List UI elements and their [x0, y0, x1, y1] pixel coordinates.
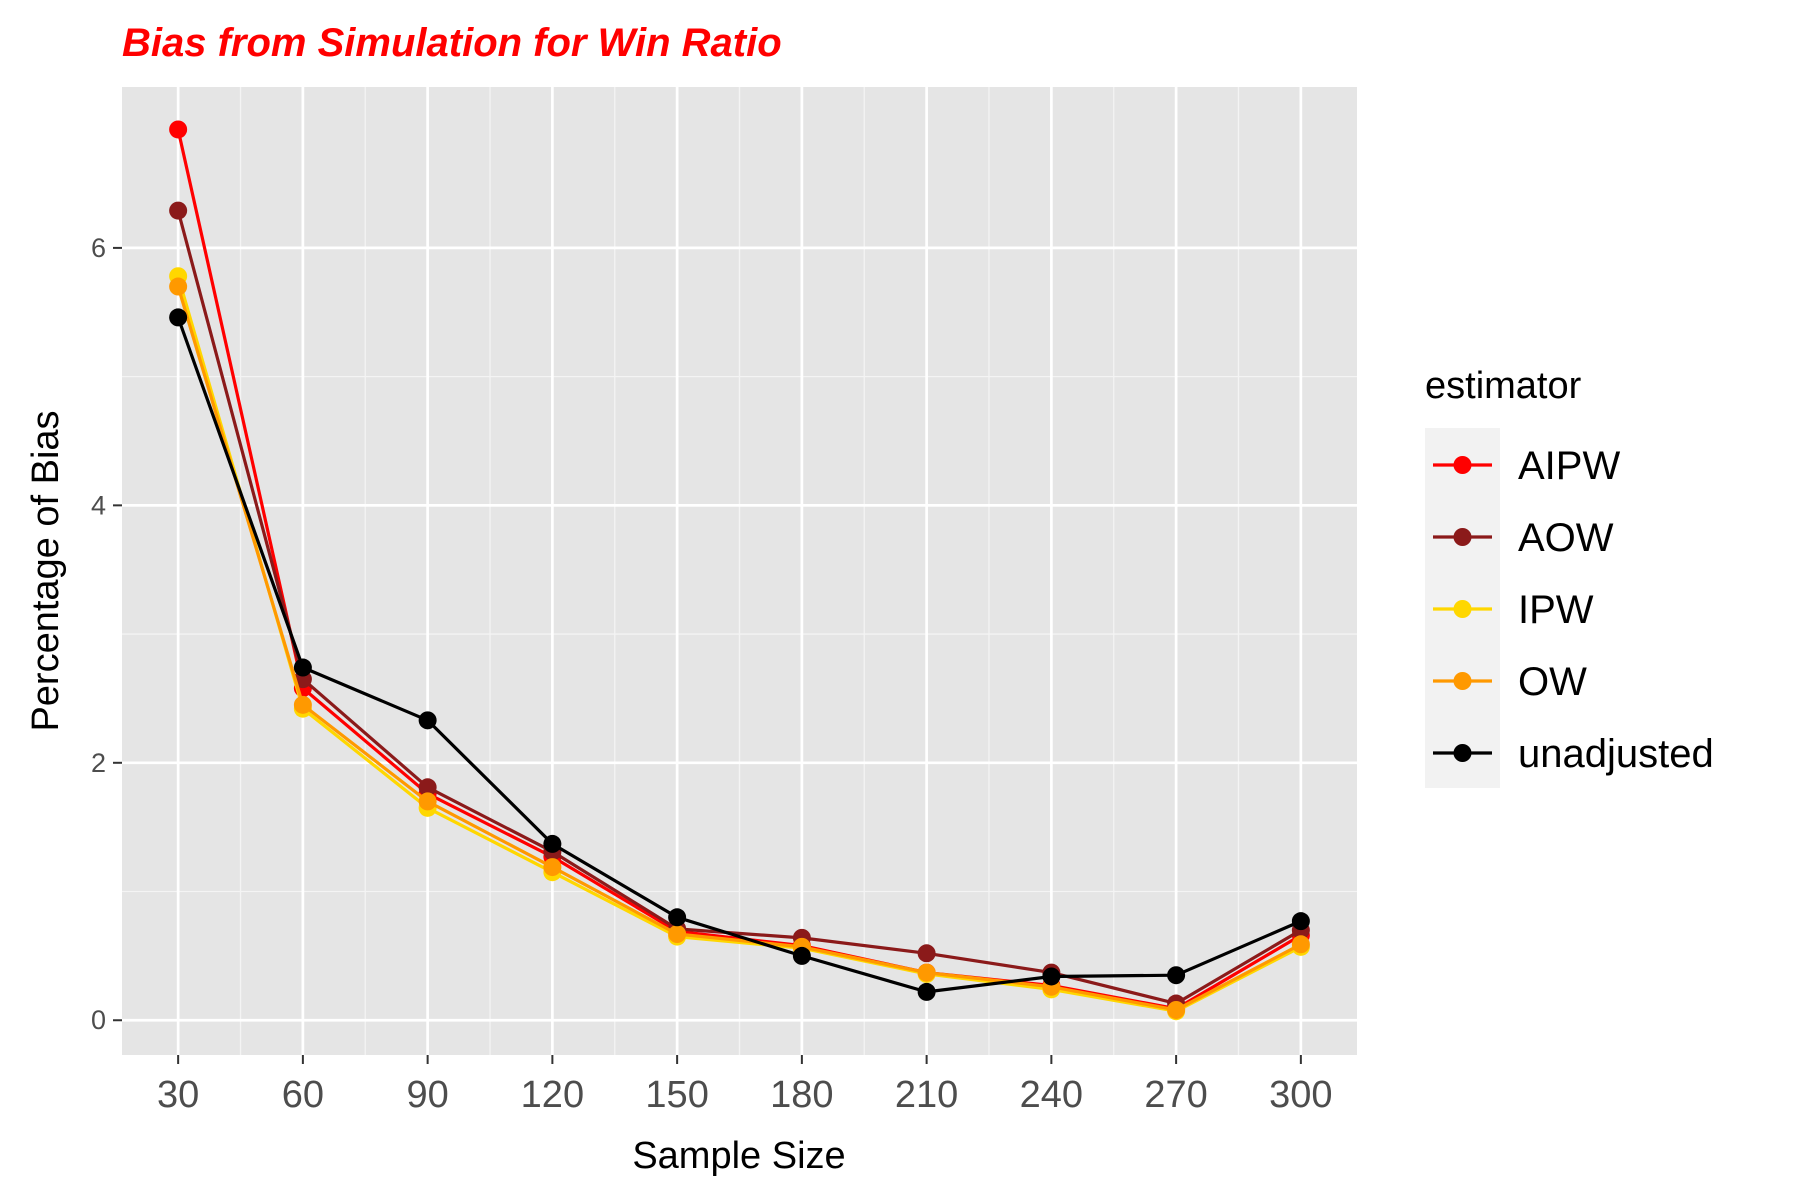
- legend-title: estimator: [1425, 365, 1582, 407]
- x-tick-label: 30: [157, 1074, 199, 1116]
- data-point-aow: [917, 944, 936, 963]
- x-tick-label: 120: [521, 1074, 584, 1116]
- x-tick-label: 90: [406, 1074, 448, 1116]
- x-tick-label: 240: [1020, 1074, 1083, 1116]
- chart-title: Bias from Simulation for Win Ratio: [122, 21, 782, 65]
- legend-label: AOW: [1518, 516, 1614, 560]
- data-point-unadjusted: [668, 908, 687, 927]
- y-axis-title: Percentage of Bias: [25, 410, 67, 731]
- data-point-unadjusted: [792, 946, 811, 965]
- data-point-unadjusted: [1042, 967, 1061, 986]
- legend-key-point: [1453, 456, 1472, 474]
- y-tick-label: 4: [91, 490, 106, 520]
- data-point-aipw: [169, 120, 188, 139]
- legend-item-aow: AOW: [1433, 516, 1614, 560]
- data-point-unadjusted: [418, 711, 437, 730]
- data-point-ow: [543, 858, 562, 877]
- series-line-aow: [176, 210, 1302, 1006]
- data-point-ow: [1291, 935, 1310, 954]
- data-point-unadjusted: [169, 308, 188, 327]
- x-axis-title: Sample Size: [632, 1135, 845, 1177]
- data-point-ow: [293, 695, 312, 714]
- y-tick-label: 0: [91, 1005, 106, 1035]
- x-tick-label: 270: [1144, 1074, 1207, 1116]
- data-point-ow: [1167, 1000, 1186, 1019]
- data-point-unadjusted: [543, 834, 562, 853]
- data-point-ow: [169, 277, 188, 296]
- gridlines: [122, 87, 1357, 1055]
- legend-key-point: [1453, 744, 1472, 762]
- legend-key-point: [1453, 600, 1472, 618]
- data-point-ow: [418, 792, 437, 811]
- x-tick-label: 60: [282, 1074, 324, 1116]
- legend-key-point: [1453, 672, 1472, 690]
- legend-key-point: [1453, 528, 1472, 546]
- data-point-aow: [418, 778, 437, 797]
- y-tick-label: 2: [91, 748, 106, 778]
- legend: estimator AIPW AOW IPW OW unadjusted: [1425, 365, 1714, 788]
- series-unadjusted: [169, 308, 1310, 1001]
- data-point-ow: [917, 963, 936, 982]
- data-point-unadjusted: [1167, 966, 1186, 985]
- x-tick-label: 210: [895, 1074, 958, 1116]
- legend-label: unadjusted: [1518, 732, 1714, 776]
- x-tick-label: 180: [770, 1074, 833, 1116]
- series-line-unadjusted: [176, 316, 1302, 994]
- x-tick-label: 300: [1269, 1074, 1332, 1116]
- x-tick-label: 150: [645, 1074, 708, 1116]
- series-ow: [169, 277, 1310, 1019]
- data-point-unadjusted: [917, 982, 936, 1001]
- series-line-ipw: [176, 275, 1302, 1013]
- legend-label: AIPW: [1518, 444, 1620, 488]
- legend-item-ow: OW: [1433, 660, 1587, 704]
- series-layer: [169, 120, 1310, 1021]
- legend-items: AIPW AOW IPW OW unadjusted: [1433, 444, 1714, 776]
- y-tick-label: 6: [91, 233, 106, 263]
- legend-label: OW: [1518, 660, 1587, 704]
- legend-item-aipw: AIPW: [1433, 444, 1620, 488]
- x-axis: 30 60 90 120 150 180 210 240 270 300: [157, 1055, 1333, 1116]
- series-line-ow: [176, 286, 1302, 1012]
- data-point-ow: [668, 925, 687, 943]
- legend-item-unadjusted: unadjusted: [1433, 732, 1714, 776]
- data-point-unadjusted: [1291, 912, 1310, 931]
- legend-label: IPW: [1518, 588, 1594, 632]
- data-point-aow: [169, 201, 188, 220]
- legend-item-ipw: IPW: [1433, 588, 1594, 632]
- y-axis: 0 2 4 6: [91, 233, 122, 1035]
- data-point-unadjusted: [293, 658, 312, 677]
